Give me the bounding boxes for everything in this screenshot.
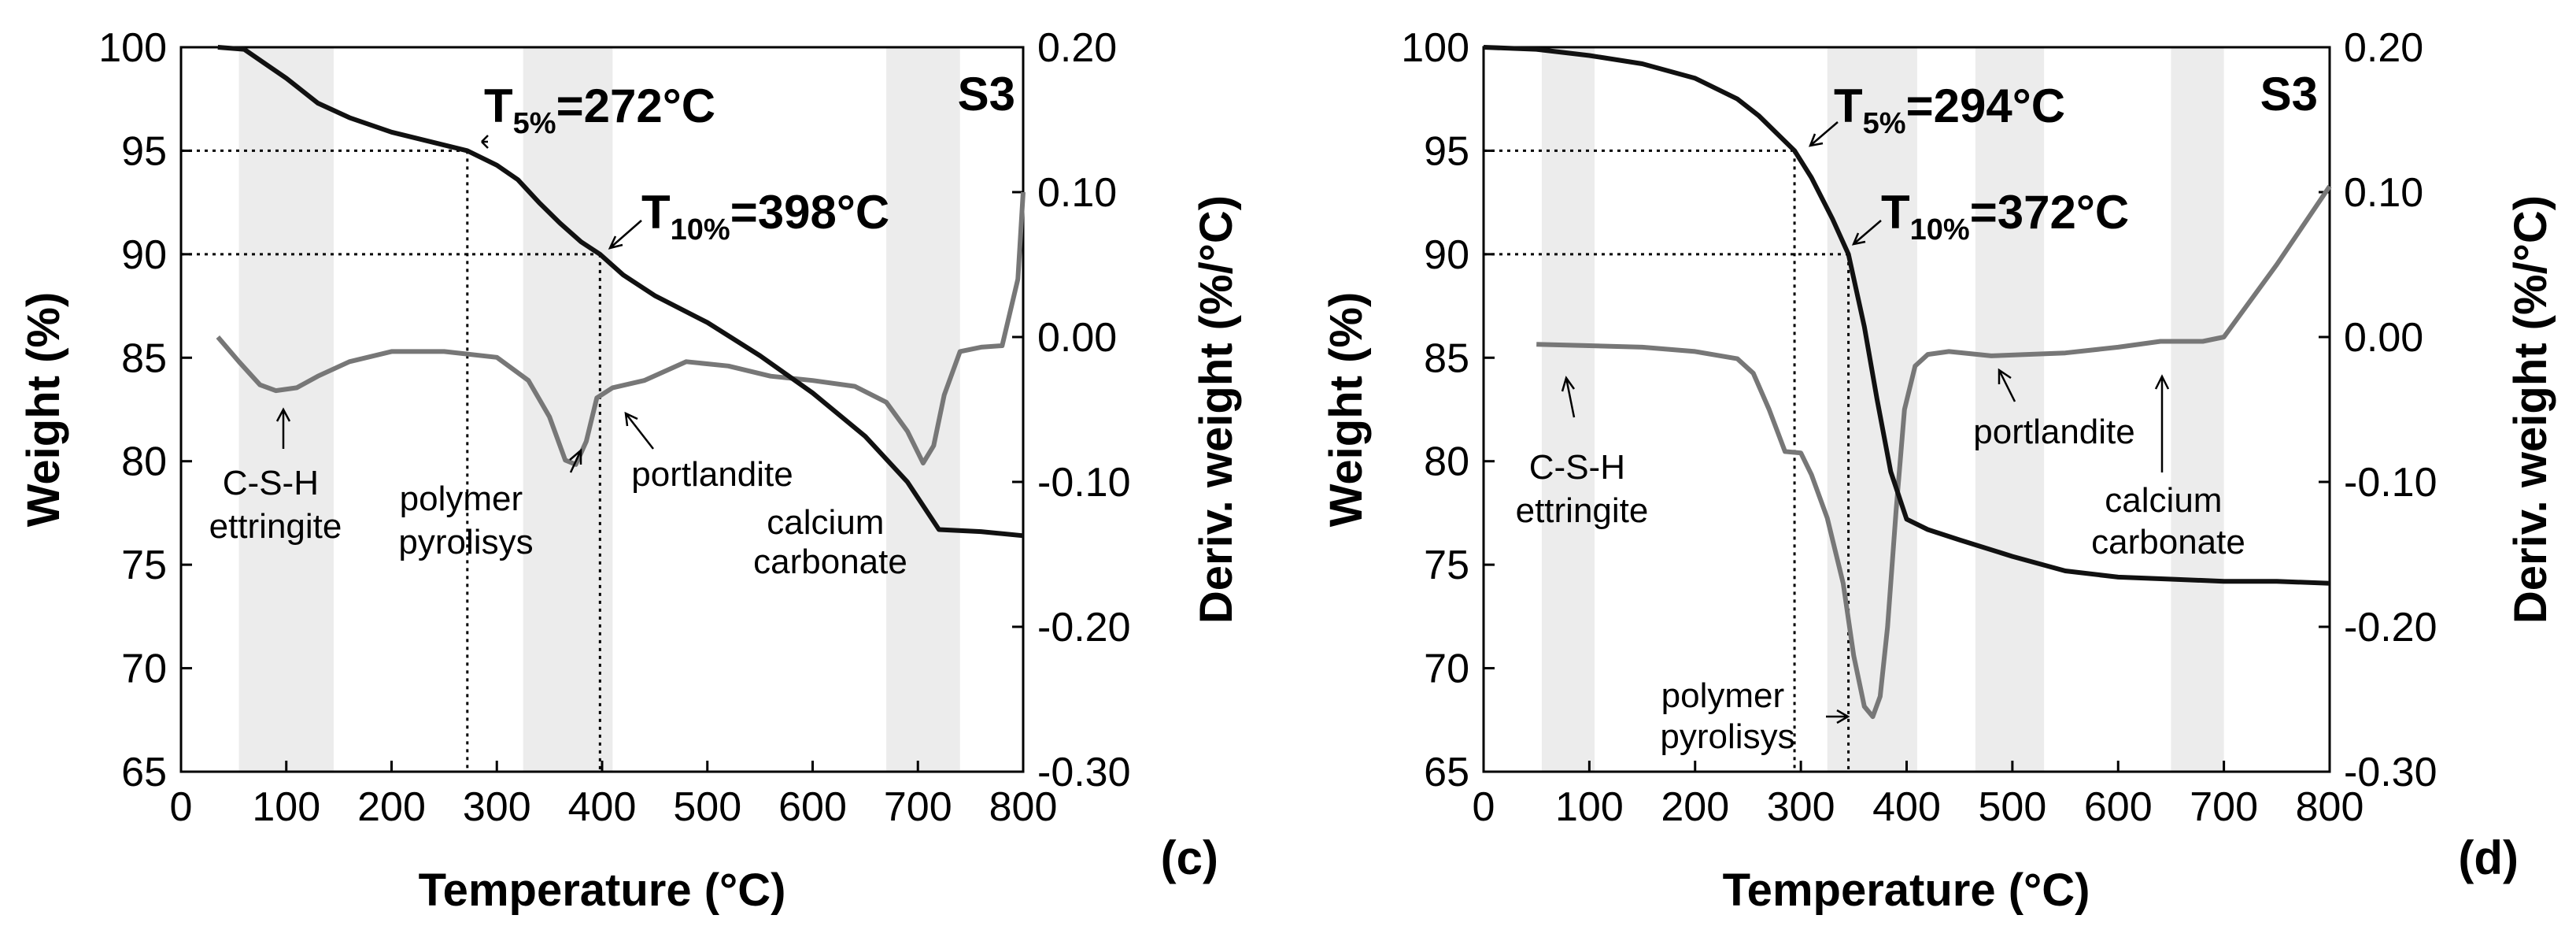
x-tick-label: 100 [1555,784,1624,830]
y-tick-label: 80 [1424,439,1469,485]
y-ticks: 65 70 75 80 85 90 95 100 [98,25,192,795]
shaded-bands [238,47,960,772]
y-ticks: 65 70 75 80 85 90 95 100 [1401,25,1495,795]
y2-tick-label: -0.20 [1037,605,1131,650]
y2-tick-label: -0.20 [2344,605,2437,650]
x-tick-label: 500 [1978,784,2046,830]
x-tick-label: 700 [2190,784,2258,830]
marker-guides [1484,149,1850,772]
y2-axis-title: Deriv. weight (%/°C) [1191,195,1242,624]
y2-tick-label: 0.20 [1037,25,1117,71]
t5-marker-label: T5%=294°C [1834,80,2065,140]
y2-axis-title: Deriv. weight (%/°C) [2505,195,2556,624]
shaded-band [1975,47,2045,772]
anno-csh-ettringite: C-S-H ettringite [209,464,342,546]
panel-c: 0 100 200 300 400 500 600 700 800 65 70 75 80 85 90 95… [18,25,1242,916]
y-tick-label: 85 [1424,335,1469,381]
y2-tick-label: -0.10 [2344,460,2437,506]
x-tick-label: 100 [252,784,320,830]
y-axis-title: Weight (%) [18,292,69,528]
x-tick-label: 700 [884,784,952,830]
y-tick-label: 75 [1424,543,1469,588]
panel-label: (d) [2458,832,2519,884]
x-tick-label: 400 [1872,784,1941,830]
y-tick-label: 65 [121,750,167,795]
x-tick-label: 200 [357,784,426,830]
y2-tick-label: 0.20 [2344,25,2423,71]
x-tick-label: 800 [989,784,1058,830]
shaded-band [238,47,334,772]
y2-ticks: -0.30 -0.20 -0.10 0.00 0.10 0.20 [2319,25,2437,795]
y-tick-label: 70 [121,646,167,692]
x-tick-label: 0 [170,784,193,830]
anno-calcium-carbonate: calcium carbonate [2091,481,2245,561]
x-tick-label: 600 [778,784,847,830]
y-tick-label: 90 [121,232,167,278]
x-tick-label: 400 [568,784,637,830]
annotation-arrows [275,135,654,473]
y-axis-title: Weight (%) [1321,292,1372,528]
t5-marker-label: T5%=272°C [484,80,715,140]
derivative-curve [216,191,1026,467]
weight-curve [217,45,1024,539]
x-tick-label: 300 [463,784,531,830]
panel-d: 0 100 200 300 400 500 600 700 800 65 70 75 80 85 90 95… [1321,25,2556,916]
y-tick-label: 100 [98,25,167,71]
anno-portlandite: portlandite [631,455,793,494]
y2-tick-label: 0.10 [1037,170,1117,216]
x-tick-label: 200 [1661,784,1729,830]
y2-tick-label: 0.00 [1037,315,1117,361]
x-ticks: 0 100 200 300 400 500 600 700 800 [1473,761,2364,830]
anno-csh-ettringite: C-S-H ettringite [1516,448,1649,530]
weight-curve [1483,45,2330,586]
x-ticks: 0 100 200 300 400 500 600 700 800 [170,761,1058,830]
x-tick-label: 500 [673,784,741,830]
x-tick-label: 600 [2084,784,2153,830]
shaded-band [886,47,960,772]
shaded-bands [1541,47,2224,772]
x-tick-label: 0 [1473,784,1495,830]
y-tick-label: 95 [121,128,167,174]
y-tick-label: 95 [1424,128,1469,174]
t10-marker-label: T10%=398°C [641,186,889,246]
y-tick-label: 70 [1424,646,1469,692]
y2-tick-label: 0.00 [2344,315,2423,361]
anno-polymer-pyrolisys: polymer pyrolisys [1660,676,1794,756]
annotation-arrows [1561,121,2170,724]
shaded-band [523,47,613,772]
y2-ticks: -0.30 -0.20 -0.10 0.00 0.10 0.20 [1012,25,1131,795]
sample-label: S3 [958,68,1015,120]
anno-calcium-carbonate: calcium carbonate [753,503,907,581]
derivative-curve [1536,184,2332,720]
anno-portlandite: portlandite [1973,413,2134,451]
x-tick-label: 300 [1767,784,1835,830]
shaded-band [2171,47,2224,772]
marker-guides [181,149,601,772]
y-tick-label: 100 [1401,25,1469,71]
y2-tick-label: -0.30 [1037,750,1131,795]
anno-polymer-pyrolisys: polymer pyrolisys [398,480,533,561]
y2-tick-label: 0.10 [2344,170,2423,216]
panel-label: (c) [1161,832,1218,884]
y-tick-label: 65 [1424,750,1469,795]
t10-marker-label: T10%=372°C [1881,186,2129,246]
x-axis-title: Temperature (°C) [1723,865,2090,916]
y2-tick-label: -0.10 [1037,460,1131,506]
x-tick-label: 800 [2296,784,2364,830]
sample-label: S3 [2260,68,2318,120]
y-tick-label: 80 [121,439,167,485]
shaded-band [1541,47,1595,772]
x-axis-title: Temperature (°C) [419,865,786,916]
y2-tick-label: -0.30 [2344,750,2437,795]
y-tick-label: 75 [121,543,167,588]
y-tick-label: 85 [121,335,167,381]
y-tick-label: 90 [1424,232,1469,278]
